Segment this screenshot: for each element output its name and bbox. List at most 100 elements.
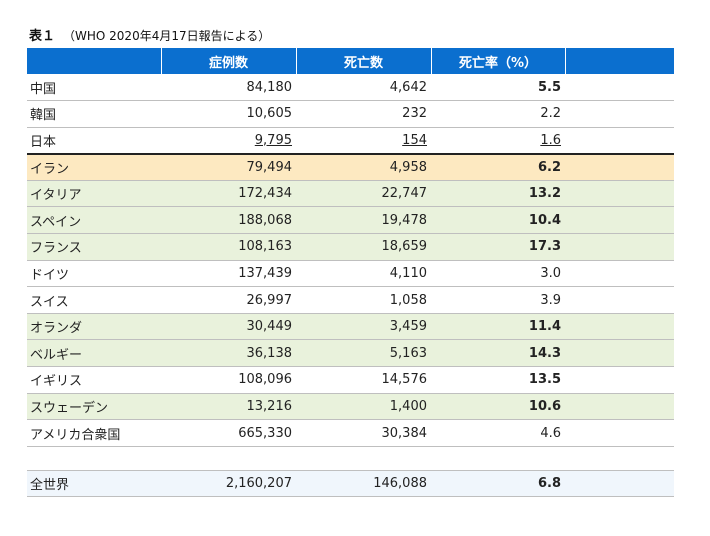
country-cell: スウェーデン [27,393,161,421]
cases-cell-text: 26,997 [246,292,293,308]
cases-cell-text: 10,605 [246,106,293,122]
table-row: イラン 79,494 4,958 6.2 [27,153,674,181]
cases-cell: 172,434 [161,180,296,208]
total-row: 全世界 2,160,207 146,088 6.8 [27,469,674,498]
rate-cell-text: 10.4 [528,212,561,228]
cases-cell: 84,180 [161,74,296,102]
empty-cell [565,469,674,498]
empty-cell [565,180,674,208]
cases-cell: 30,449 [161,313,296,341]
country-cell: イラン [27,153,161,181]
deaths-cell: 1,058 [296,286,431,314]
rate-cell: 10.6 [431,393,565,421]
empty-cell [565,339,674,368]
deaths-cell: 18,659 [296,233,431,261]
table-row: 日本 9,795 154 1.6 [27,127,674,155]
rate-cell-text: 11.4 [528,319,561,335]
rate-cell: 3.9 [431,286,565,314]
country-cell-text: スウェーデン [30,400,109,416]
table-row: オランダ 30,449 3,459 11.4 [27,313,674,341]
country-cell: 日本 [27,127,161,155]
header-rate: 死亡率（%） [430,48,565,74]
rate-cell-text: 2.2 [540,106,561,122]
rate-cell-text: 10.6 [528,398,561,414]
table-row: スペイン 188,068 19,478 10.4 [27,206,674,235]
empty-cell [565,127,674,155]
table-caption-note: （WHO 2020年4月17日報告による） [63,29,271,43]
deaths-cell: 4,110 [296,260,431,288]
rate-cell-text: 5.5 [537,79,561,95]
empty-cell [565,153,674,181]
cases-cell: 108,096 [161,366,296,394]
country-cell: 全世界 [27,469,161,498]
cases-cell: 9,795 [161,127,296,155]
country-cell-text: イギリス [30,374,83,390]
country-cell: 韓国 [27,100,161,128]
header-country [27,48,161,74]
cases-cell: 26,997 [161,286,296,314]
rate-cell-text: 13.5 [528,372,561,388]
deaths-cell-text: 1,400 [389,398,427,414]
deaths-cell-text: 18,659 [381,239,428,255]
deaths-cell-text: 4,958 [389,159,427,175]
cases-cell-text: 2,160,207 [225,476,292,492]
spacer-cell [27,446,161,471]
cases-cell: 13,216 [161,393,296,421]
table-caption-label: 表１ [29,29,56,44]
table-caption: 表１ （WHO 2020年4月17日報告による） [29,25,270,44]
deaths-cell: 30,384 [296,419,431,447]
deaths-cell: 1,400 [296,393,431,421]
spacer-cell [431,446,565,471]
empty-cell [565,100,674,128]
rate-cell: 4.6 [431,419,565,447]
deaths-cell: 14,576 [296,366,431,394]
cases-cell-text: 665,330 [238,425,292,441]
cases-cell: 137,439 [161,260,296,288]
rate-cell: 1.6 [431,127,565,155]
table-row: 韓国 10,605 232 2.2 [27,100,674,128]
country-cell-text: ドイツ [30,267,70,283]
cases-cell-text: 188,068 [238,212,292,228]
country-cell-text: ベルギー [30,347,83,363]
table-body: 中国 84,180 4,642 5.5 韓国 10,605 232 2.2 日本 9,795 154… [27,74,674,498]
empty-cell [565,366,674,394]
header-deaths: 死亡数 [295,48,431,74]
table-row: イタリア 172,434 22,747 13.2 [27,180,674,208]
rate-cell: 3.0 [431,260,565,288]
country-cell-text: アメリカ合衆国 [30,427,121,443]
rate-cell: 11.4 [431,313,565,341]
deaths-cell-text: 30,384 [381,425,428,441]
deaths-cell: 154 [296,127,431,155]
cases-cell-text: 137,439 [238,265,292,281]
cases-cell: 10,605 [161,100,296,128]
rate-cell: 6.2 [431,153,565,181]
deaths-cell-text: 22,747 [381,186,428,202]
deaths-cell-text: 19,478 [381,212,428,228]
country-cell-text: 韓国 [30,108,57,124]
country-cell-text: 全世界 [30,478,70,494]
rate-cell: 5.5 [431,74,565,102]
deaths-cell: 146,088 [296,469,431,498]
deaths-cell-text: 1,058 [389,292,427,308]
cases-cell-text: 108,163 [238,239,292,255]
cases-cell: 79,494 [161,153,296,181]
deaths-cell-text: 4,110 [389,265,427,281]
country-cell: スペイン [27,206,161,235]
deaths-cell-text: 146,088 [373,476,427,492]
rate-cell-text: 1.6 [540,132,561,148]
cases-cell-text: 79,494 [246,159,293,175]
country-cell: ドイツ [27,260,161,288]
rate-cell: 10.4 [431,206,565,235]
cases-cell-text: 108,096 [238,372,292,388]
rate-cell: 13.5 [431,366,565,394]
cases-cell: 36,138 [161,339,296,368]
empty-cell [565,74,674,102]
country-cell: イタリア [27,180,161,208]
country-cell: スイス [27,286,161,314]
cases-cell-text: 84,180 [246,79,293,95]
deaths-cell: 5,163 [296,339,431,368]
deaths-cell: 22,747 [296,180,431,208]
empty-cell [565,393,674,421]
rate-cell: 14.3 [431,339,565,368]
deaths-cell-text: 154 [402,132,427,148]
